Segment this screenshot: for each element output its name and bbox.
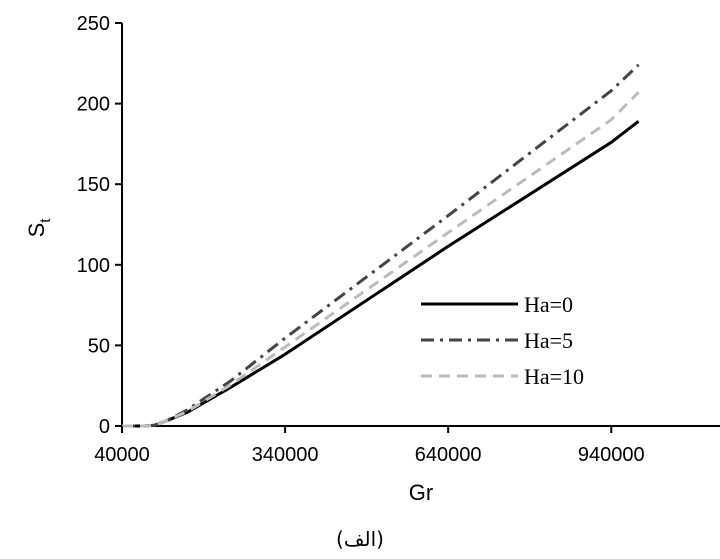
x-tick-label: 640000 — [415, 444, 482, 466]
ticks-layer: 0 50 100 150 200 250 40000 340000 640000 940000 — [77, 13, 645, 466]
x-tick-label: 40000 — [94, 444, 150, 466]
series-layer — [122, 63, 640, 428]
y-tick-label: 200 — [77, 94, 110, 116]
series-line — [122, 91, 640, 428]
figure-caption: (الف) — [336, 527, 384, 551]
series-line — [122, 63, 640, 428]
y-tick-label: 250 — [77, 13, 110, 35]
y-tick-label: 0 — [99, 416, 110, 438]
x-axis-label: Gr — [409, 480, 433, 505]
legend-label: Ha=0 — [524, 292, 573, 317]
y-axis-label-group: St — [24, 218, 54, 238]
y-tick-label: 100 — [77, 255, 110, 277]
legend-label: Ha=10 — [524, 364, 584, 389]
y-tick-label: 50 — [88, 335, 110, 357]
legend-label: Ha=5 — [524, 328, 573, 353]
y-axis-label-main: S — [24, 223, 49, 238]
y-tick-label: 150 — [77, 174, 110, 196]
x-tick-label: 940000 — [578, 444, 645, 466]
plot-frame — [121, 23, 720, 427]
y-axis-label-sub: t — [37, 218, 54, 223]
y-axis-label: St — [24, 218, 54, 238]
legend: Ha=0 Ha=5 Ha=10 — [421, 292, 584, 389]
x-tick-label: 340000 — [252, 444, 319, 466]
